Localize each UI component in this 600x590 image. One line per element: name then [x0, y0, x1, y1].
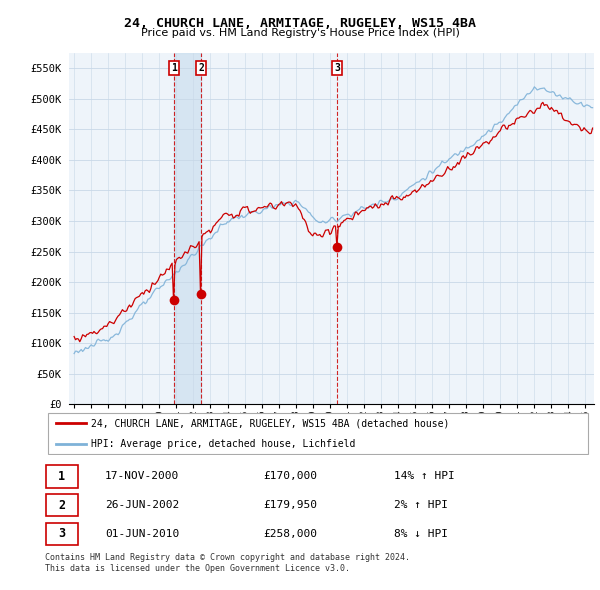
Bar [174, 53, 201, 404]
Text: 3: 3 [58, 527, 65, 540]
Text: £170,000: £170,000 [263, 471, 317, 481]
Text: Contains HM Land Registry data © Crown copyright and database right 2024.: Contains HM Land Registry data © Crown c… [45, 553, 410, 562]
Text: 8% ↓ HPI: 8% ↓ HPI [394, 529, 448, 539]
Text: £179,950: £179,950 [263, 500, 317, 510]
Text: 24, CHURCH LANE, ARMITAGE, RUGELEY, WS15 4BA (detached house): 24, CHURCH LANE, ARMITAGE, RUGELEY, WS15… [91, 418, 450, 428]
Text: 14% ↑ HPI: 14% ↑ HPI [394, 471, 455, 481]
Text: 3: 3 [334, 63, 340, 73]
Text: This data is licensed under the Open Government Licence v3.0.: This data is licensed under the Open Gov… [45, 564, 350, 573]
Text: 26-JUN-2002: 26-JUN-2002 [105, 500, 179, 510]
Text: Price paid vs. HM Land Registry's House Price Index (HPI): Price paid vs. HM Land Registry's House … [140, 28, 460, 38]
Text: 1: 1 [172, 63, 177, 73]
Text: 24, CHURCH LANE, ARMITAGE, RUGELEY, WS15 4BA: 24, CHURCH LANE, ARMITAGE, RUGELEY, WS15… [124, 17, 476, 30]
FancyBboxPatch shape [48, 413, 588, 454]
Text: 2% ↑ HPI: 2% ↑ HPI [394, 500, 448, 510]
Text: HPI: Average price, detached house, Lichfield: HPI: Average price, detached house, Lich… [91, 438, 356, 448]
FancyBboxPatch shape [46, 465, 78, 487]
Text: 2: 2 [199, 63, 204, 73]
Text: 1: 1 [58, 470, 65, 483]
FancyBboxPatch shape [46, 523, 78, 545]
Text: 2: 2 [58, 499, 65, 512]
Text: £258,000: £258,000 [263, 529, 317, 539]
Text: 17-NOV-2000: 17-NOV-2000 [105, 471, 179, 481]
FancyBboxPatch shape [46, 494, 78, 516]
Text: 01-JUN-2010: 01-JUN-2010 [105, 529, 179, 539]
